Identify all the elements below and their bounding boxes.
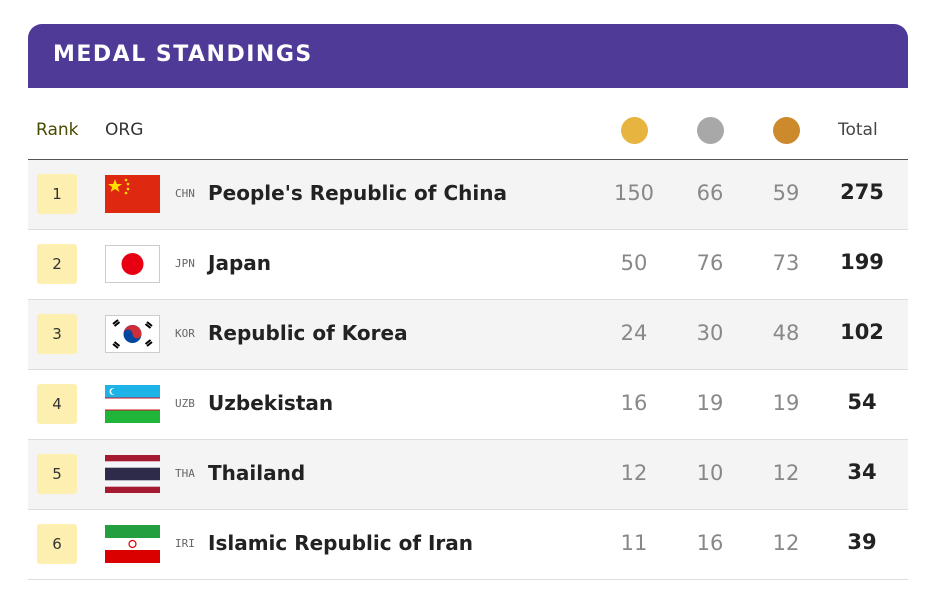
country-name: Republic of Korea	[208, 321, 408, 345]
bronze-count: 19	[772, 391, 800, 415]
country-name: Thailand	[208, 461, 306, 485]
gold-icon	[621, 117, 648, 144]
silver-count: 16	[696, 531, 724, 555]
country-name: People's Republic of China	[208, 181, 507, 205]
flag	[105, 175, 160, 213]
gold-count: 16	[620, 391, 648, 415]
bronze-count: 48	[772, 321, 800, 345]
country-code: CHN	[175, 187, 195, 200]
row: 3 KOR Republic of Korea 24 30 48 102	[28, 300, 908, 370]
country-code: JPN	[175, 257, 195, 270]
total-count: 199	[840, 250, 884, 274]
rank: 6	[37, 524, 77, 564]
country-name: Islamic Republic of Iran	[208, 531, 474, 555]
silver-count: 66	[696, 181, 724, 205]
rank: 2	[37, 244, 77, 284]
rank: 5	[37, 454, 77, 494]
silver-icon	[697, 117, 724, 144]
row: 2 JPN Japan 50 76 73 199	[28, 230, 908, 300]
title: MEDAL STANDINGS	[53, 42, 313, 67]
rank: 4	[37, 384, 77, 424]
silver-count: 19	[696, 391, 724, 415]
total-count: 39	[847, 530, 877, 554]
country-name: Uzbekistan	[208, 391, 334, 415]
bronze-count: 73	[772, 251, 800, 275]
row: 4 UZB Uzbekistan 16 19 19 54	[28, 370, 908, 440]
row: 5 THA Thailand 12 10 12 34	[28, 440, 908, 510]
row: 6 IRI Islamic Republic of Iran 11 16 12 39	[28, 510, 908, 580]
rank: 3	[37, 314, 77, 354]
flag	[105, 455, 160, 493]
gold-count: 150	[613, 181, 655, 205]
country-code: THA	[175, 467, 195, 480]
country-code: UZB	[175, 397, 195, 410]
country-code: KOR	[175, 327, 195, 340]
rank: 1	[37, 174, 77, 214]
gold-count: 11	[620, 531, 648, 555]
total-count: 34	[847, 460, 877, 484]
flag	[105, 385, 160, 423]
flag	[105, 525, 160, 563]
row: 1 CHN People's Republic of China 150 66 59 275	[28, 160, 908, 230]
total-count: 54	[847, 390, 877, 414]
total-count: 275	[840, 180, 884, 204]
org-header: ORG	[105, 120, 144, 140]
silver-count: 10	[696, 461, 724, 485]
divider	[28, 159, 908, 160]
country-code: IRI	[175, 537, 195, 550]
rank-header: Rank	[36, 120, 79, 140]
bronze-icon	[773, 117, 800, 144]
flag	[105, 245, 160, 283]
bronze-count: 12	[772, 531, 800, 555]
silver-count: 76	[696, 251, 724, 275]
total-header: Total	[838, 120, 878, 140]
bronze-count: 12	[772, 461, 800, 485]
silver-count: 30	[696, 321, 724, 345]
total-count: 102	[840, 320, 884, 344]
gold-count: 24	[620, 321, 648, 345]
flag	[105, 315, 160, 353]
gold-count: 50	[620, 251, 648, 275]
gold-count: 12	[620, 461, 648, 485]
country-name: Japan	[208, 251, 271, 275]
header-bar: MEDAL STANDINGS	[28, 24, 908, 88]
bronze-count: 59	[772, 181, 800, 205]
